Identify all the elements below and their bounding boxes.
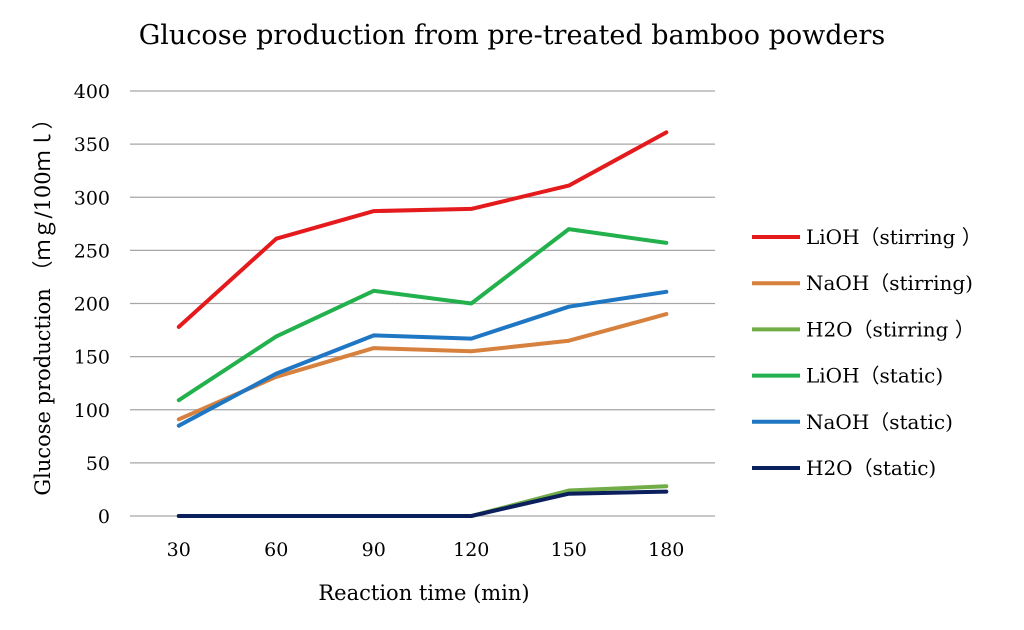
y-tick-label: 400 bbox=[74, 81, 110, 103]
y-tick-label: 100 bbox=[74, 400, 110, 422]
legend-label: H2O（stirring ） bbox=[806, 317, 975, 341]
x-tick-label: 60 bbox=[264, 539, 288, 561]
legend-label: NaOH（stirring) bbox=[806, 271, 973, 295]
x-tick-labels: 30 60 90 120 150 180 bbox=[167, 539, 685, 561]
legend-label: H2O（static) bbox=[806, 456, 936, 480]
chart-title: Glucose production from pre-treated bamb… bbox=[139, 20, 886, 51]
x-tick-label: 30 bbox=[167, 539, 191, 561]
series-lines bbox=[176, 130, 669, 518]
x-axis-title: Reaction time (min) bbox=[318, 581, 529, 605]
x-tick-label: 120 bbox=[453, 539, 489, 561]
x-tick-label: 150 bbox=[551, 539, 587, 561]
y-tick-label: 0 bbox=[98, 506, 110, 528]
series-line-2 bbox=[176, 484, 669, 518]
legend-label: LiOH（stirring ） bbox=[806, 225, 982, 249]
y-tick-label: 50 bbox=[86, 453, 110, 475]
gridlines bbox=[130, 90, 715, 517]
y-tick-label: 200 bbox=[74, 294, 110, 316]
series-line-3 bbox=[176, 227, 669, 403]
series-line-4 bbox=[176, 289, 669, 428]
y-tick-label: 250 bbox=[74, 240, 110, 262]
legend-label: NaOH（static) bbox=[806, 410, 953, 434]
x-tick-label: 180 bbox=[648, 539, 684, 561]
y-tick-labels: 0 50 100 150 200 250 300 350 400 bbox=[74, 81, 110, 528]
series-line-5 bbox=[176, 489, 669, 518]
y-tick-label: 150 bbox=[74, 347, 110, 369]
x-tick-label: 90 bbox=[362, 539, 386, 561]
y-axis-title: Glucose production （ｍｇ/100ｍｌ） bbox=[31, 108, 55, 495]
y-tick-label: 350 bbox=[74, 134, 110, 156]
series-line-1 bbox=[176, 312, 669, 422]
legend: LiOH（stirring ） NaOH（stirring) H2O（stirrin… bbox=[752, 225, 982, 480]
series-line-0 bbox=[176, 130, 669, 329]
legend-label: LiOH（static) bbox=[806, 364, 943, 388]
y-tick-label: 300 bbox=[74, 187, 110, 209]
